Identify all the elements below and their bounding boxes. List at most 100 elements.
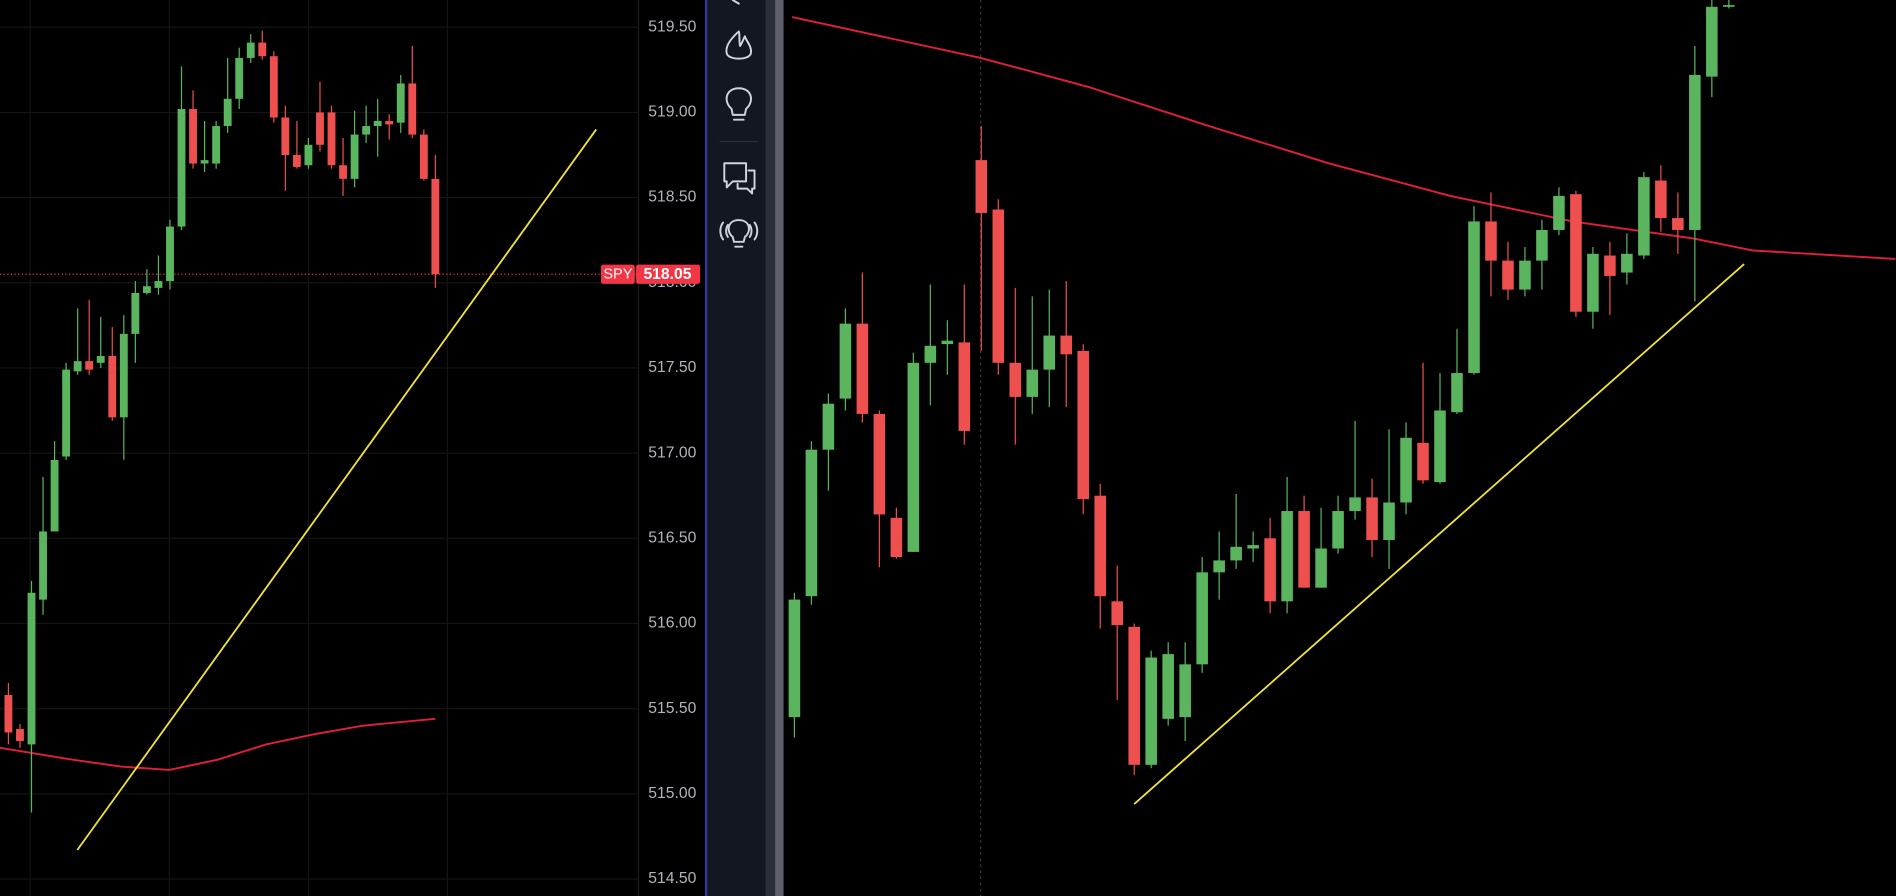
candle-body <box>1434 410 1446 483</box>
candle-body <box>39 531 47 600</box>
candle-body <box>1315 548 1327 588</box>
candle-body <box>1213 560 1225 573</box>
candle-body <box>1706 6 1718 77</box>
candle-body <box>1111 601 1123 626</box>
y-tick-label: 515.50 <box>648 700 696 717</box>
icon-partial[interactable] <box>731 0 740 5</box>
candle-body <box>1655 180 1667 219</box>
toolbar-icons <box>719 0 759 248</box>
candle-body <box>27 592 36 745</box>
candle-body <box>1077 350 1090 500</box>
candle-body <box>890 517 903 558</box>
candle-body <box>1570 194 1582 312</box>
candle-body <box>1128 626 1140 765</box>
candle-body <box>1094 495 1107 597</box>
y-tick-label: 517.00 <box>648 444 696 461</box>
candle-body <box>1672 218 1684 230</box>
candle-body <box>1026 369 1039 397</box>
candle-body <box>805 449 818 597</box>
candle-body <box>189 109 197 164</box>
candle-body <box>975 160 988 213</box>
candle-body <box>200 160 209 164</box>
candle-body <box>958 342 971 431</box>
candle-body <box>339 165 347 179</box>
candle-body <box>1689 74 1701 230</box>
splitter <box>775 0 784 896</box>
candle-body <box>1281 511 1293 602</box>
candle-body <box>1468 221 1480 374</box>
moving-average <box>791 16 1896 260</box>
candle-body <box>839 323 852 399</box>
candle-body <box>223 98 232 127</box>
candle-body <box>1621 253 1633 273</box>
candle-body <box>269 56 278 118</box>
candle-body <box>1009 362 1022 397</box>
candle-body <box>350 134 359 179</box>
candle-body <box>873 413 886 515</box>
toolbar <box>707 0 766 896</box>
candle-body <box>1349 497 1361 512</box>
candle-body <box>1298 511 1310 588</box>
icon-ideas[interactable] <box>725 87 752 121</box>
candle-body <box>96 356 105 363</box>
candle-body <box>1723 5 1735 7</box>
candle-body <box>856 323 869 414</box>
candle-body <box>1536 229 1548 261</box>
candle-body <box>1043 335 1056 370</box>
candle-body <box>408 83 417 135</box>
candle-body <box>1485 221 1497 261</box>
candle-body <box>166 226 174 282</box>
candle-body <box>1162 654 1174 719</box>
candle-body <box>419 134 428 179</box>
candle-body <box>131 292 140 334</box>
candle-body <box>4 694 13 733</box>
candle-body <box>142 286 151 293</box>
candle-body <box>788 599 801 718</box>
candle-body <box>1179 664 1191 718</box>
price-label: 518.05 <box>643 266 691 283</box>
candle-body <box>316 112 324 145</box>
icon-hot[interactable] <box>725 30 753 60</box>
candle-body <box>62 369 71 457</box>
candle-body <box>907 362 920 552</box>
candle-body <box>16 729 24 741</box>
candle-body <box>1451 373 1463 413</box>
candle-body <box>1332 511 1344 549</box>
moving-average <box>0 717 436 771</box>
y-tick-label: 515.00 <box>648 785 696 802</box>
icon-chats[interactable] <box>723 162 756 195</box>
candle-body <box>1196 572 1208 665</box>
candle-body <box>373 120 382 127</box>
y-tick-label: 519.50 <box>648 18 696 35</box>
candle-body <box>1400 437 1412 503</box>
y-tick-label: 516.00 <box>648 615 696 632</box>
trendline <box>76 128 597 851</box>
y-tick-label: 517.50 <box>648 359 696 376</box>
candle-body <box>177 109 186 227</box>
candle-body <box>924 345 937 363</box>
candle-body <box>1587 253 1599 312</box>
candle-body <box>396 83 405 123</box>
candle-body <box>281 117 290 156</box>
y-tick-label: 516.50 <box>648 529 696 546</box>
symbol-label: SPY <box>603 267 632 283</box>
y-tick-label: 514.50 <box>648 870 696 887</box>
splitter <box>765 0 776 896</box>
candle-body <box>73 361 82 372</box>
candle-body <box>941 340 954 345</box>
candle-body <box>385 120 394 125</box>
candle-body <box>822 403 835 450</box>
candle-body <box>212 126 221 164</box>
candle-body <box>992 209 1005 363</box>
candle-body <box>1638 177 1650 256</box>
candle-body <box>1366 497 1378 540</box>
candle-body <box>304 144 313 166</box>
candle-body <box>1230 546 1242 561</box>
candle-body <box>1519 260 1531 290</box>
candle-body <box>108 356 117 418</box>
price-badge <box>636 264 701 284</box>
icon-streams[interactable] <box>719 219 759 248</box>
